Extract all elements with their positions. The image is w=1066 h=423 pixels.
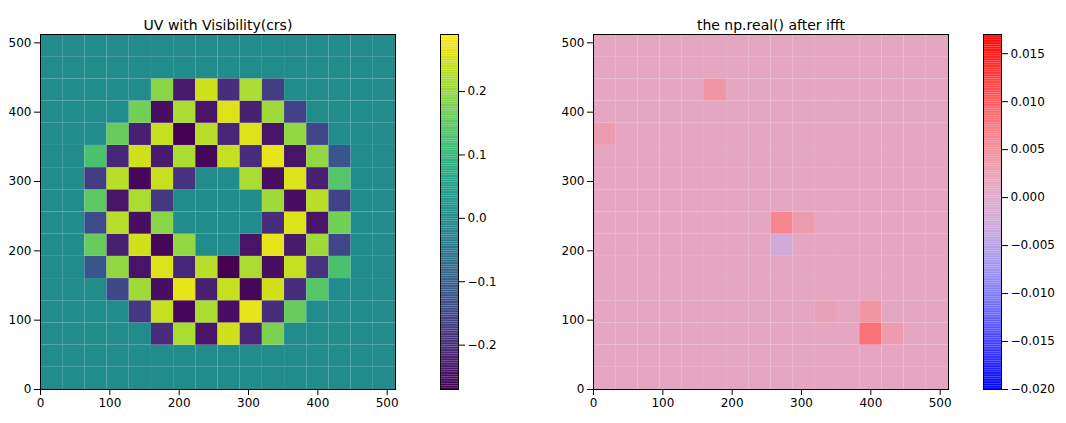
svg-text:−0.005: −0.005 xyxy=(1011,238,1055,252)
svg-text:400: 400 xyxy=(306,396,329,410)
svg-text:0.010: 0.010 xyxy=(1011,95,1045,109)
svg-text:200: 200 xyxy=(168,396,191,410)
svg-text:200: 200 xyxy=(562,244,585,258)
svg-text:200: 200 xyxy=(9,244,32,258)
svg-text:300: 300 xyxy=(562,174,585,188)
svg-text:0.000: 0.000 xyxy=(1011,190,1045,204)
svg-text:100: 100 xyxy=(9,313,32,327)
svg-text:500: 500 xyxy=(376,396,399,410)
svg-text:0.015: 0.015 xyxy=(1011,47,1045,61)
svg-text:300: 300 xyxy=(237,396,260,410)
svg-text:500: 500 xyxy=(9,36,32,50)
svg-text:0.005: 0.005 xyxy=(1011,142,1045,156)
svg-text:300: 300 xyxy=(790,396,813,410)
svg-text:0.2: 0.2 xyxy=(468,84,487,98)
svg-text:the np.real() after ifft: the np.real() after ifft xyxy=(697,17,846,33)
svg-text:−0.1: −0.1 xyxy=(468,275,497,289)
svg-text:100: 100 xyxy=(562,313,585,327)
svg-text:−0.010: −0.010 xyxy=(1011,286,1055,300)
svg-text:500: 500 xyxy=(929,396,952,410)
svg-text:0.0: 0.0 xyxy=(468,211,487,225)
svg-text:500: 500 xyxy=(562,36,585,50)
svg-text:0: 0 xyxy=(590,396,598,410)
svg-text:400: 400 xyxy=(562,105,585,119)
svg-text:200: 200 xyxy=(721,396,744,410)
svg-text:400: 400 xyxy=(9,105,32,119)
svg-text:0: 0 xyxy=(24,382,32,396)
svg-text:100: 100 xyxy=(98,396,121,410)
svg-text:UV with Visibility(crs): UV with Visibility(crs) xyxy=(144,17,293,33)
svg-text:0: 0 xyxy=(577,382,585,396)
svg-text:−0.015: −0.015 xyxy=(1011,334,1055,348)
svg-text:400: 400 xyxy=(859,396,882,410)
svg-text:300: 300 xyxy=(9,174,32,188)
svg-text:−0.2: −0.2 xyxy=(468,338,497,352)
svg-text:0: 0 xyxy=(37,396,45,410)
svg-text:0.1: 0.1 xyxy=(468,148,487,162)
svg-text:100: 100 xyxy=(651,396,674,410)
svg-text:−0.020: −0.020 xyxy=(1011,382,1055,396)
